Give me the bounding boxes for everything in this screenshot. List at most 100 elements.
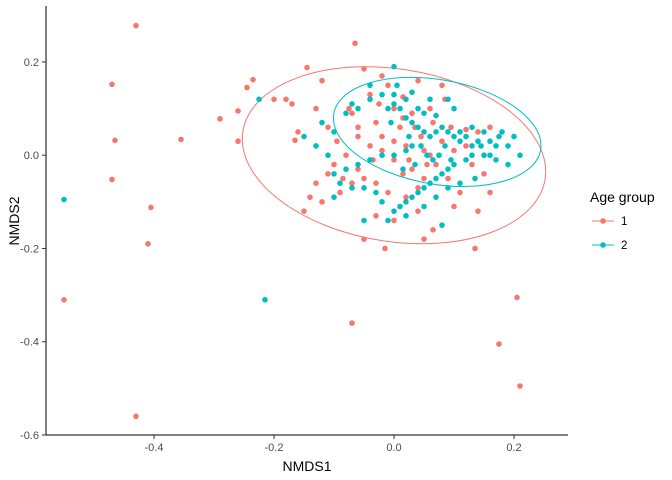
data-point-group-2 [403, 199, 409, 205]
data-point-group-1 [472, 245, 478, 252]
data-point-group-2 [427, 96, 433, 103]
data-point-group-2 [397, 105, 403, 112]
data-point-group-2 [409, 89, 415, 96]
data-point-group-2 [430, 157, 436, 163]
data-point-group-1 [325, 171, 331, 177]
data-point-group-1 [487, 189, 493, 196]
data-point-group-2 [343, 166, 349, 173]
data-point-group-1 [352, 40, 358, 47]
data-point-group-2 [448, 157, 454, 163]
legend-item-2: 2 [592, 240, 627, 252]
legend: Age group 1 2 [590, 189, 655, 252]
data-point-group-1 [250, 76, 256, 83]
data-point-group-1 [373, 180, 379, 186]
data-point-group-1 [361, 175, 367, 182]
y-tick-label: -0.4 [20, 337, 39, 349]
data-point-group-1 [301, 208, 307, 214]
data-point-group-2 [355, 161, 361, 168]
data-point-group-1 [292, 137, 298, 144]
data-point-group-1 [391, 217, 397, 224]
data-point-group-2 [301, 133, 307, 140]
data-point-group-1 [271, 96, 277, 103]
data-point-group-1 [331, 161, 337, 168]
data-point-group-2 [439, 124, 445, 131]
data-point-group-1 [418, 133, 424, 140]
data-point-group-1 [430, 227, 436, 233]
data-point-group-2 [412, 161, 418, 168]
data-point-group-2 [517, 152, 523, 159]
data-point-group-2 [445, 166, 451, 173]
data-point-group-2 [415, 105, 421, 112]
data-point-group-2 [487, 152, 493, 159]
data-point-group-2 [427, 180, 433, 186]
data-point-group-2 [472, 175, 478, 182]
data-point-group-1 [367, 143, 373, 149]
data-point-group-1 [133, 22, 139, 29]
data-point-group-1 [340, 175, 346, 182]
data-point-group-2 [487, 138, 493, 145]
data-point-group-1 [376, 101, 382, 107]
data-point-group-2 [394, 82, 400, 89]
data-point-group-2 [256, 96, 262, 103]
data-point-group-1 [373, 119, 379, 126]
data-point-group-1 [439, 138, 445, 145]
x-tick-label: 0.0 [386, 442, 401, 454]
data-point-group-2 [481, 129, 487, 135]
data-point-group-1 [475, 208, 481, 214]
x-tick-label: -0.2 [265, 442, 284, 454]
data-point-group-1 [391, 138, 397, 145]
data-point-group-1 [355, 124, 361, 131]
data-point-group-1 [448, 124, 454, 131]
data-point-group-1 [397, 124, 403, 131]
data-point-group-2 [439, 171, 445, 177]
data-point-group-2 [433, 175, 439, 182]
data-point-group-2 [262, 296, 268, 303]
y-axis-title: NMDS2 [6, 196, 22, 245]
data-point-group-2 [409, 119, 415, 126]
data-point-group-1 [475, 129, 481, 135]
data-point-group-1 [178, 136, 184, 143]
data-point-group-1 [109, 176, 115, 183]
data-point-group-2 [496, 133, 502, 140]
data-point-group-2 [61, 196, 67, 203]
data-point-group-1 [445, 175, 451, 182]
data-point-group-1 [469, 161, 475, 168]
data-point-group-2 [418, 143, 424, 149]
x-tick-label: 0.2 [506, 442, 521, 454]
data-point-group-2 [436, 152, 442, 159]
data-point-group-2 [469, 124, 475, 131]
data-point-group-2 [331, 129, 337, 135]
data-point-group-1 [379, 133, 385, 140]
data-point-group-1 [133, 413, 139, 420]
data-point-group-2 [511, 133, 517, 140]
legend-key-point-2 [600, 242, 606, 248]
data-point-group-2 [325, 152, 331, 159]
data-point-group-1 [361, 236, 367, 242]
data-point-group-2 [505, 143, 511, 149]
data-point-group-1 [355, 133, 361, 140]
data-point-group-2 [385, 217, 391, 224]
data-point-group-1 [349, 320, 355, 326]
data-point-group-1 [337, 189, 343, 196]
data-point-group-1 [514, 294, 520, 301]
y-tick-label: 0.2 [24, 57, 39, 69]
data-point-group-2 [451, 133, 457, 140]
data-point-group-2 [343, 110, 349, 117]
y-axis-ticks: -0.6 -0.4 -0.2 0.0 0.2 [20, 57, 46, 442]
data-point-group-1 [109, 81, 115, 88]
data-point-group-1 [403, 194, 409, 200]
data-point-group-1 [367, 91, 373, 98]
data-point-group-1 [463, 126, 469, 133]
data-point-group-1 [295, 129, 301, 135]
data-point-group-1 [349, 180, 355, 186]
data-point-group-2 [433, 129, 439, 135]
data-point-group-2 [481, 152, 487, 159]
data-point-group-1 [325, 124, 331, 131]
data-point-group-2 [475, 138, 481, 145]
data-point-group-2 [463, 157, 469, 163]
data-point-group-1 [217, 116, 223, 122]
data-point-group-2 [331, 171, 337, 177]
data-point-group-2 [427, 133, 433, 140]
